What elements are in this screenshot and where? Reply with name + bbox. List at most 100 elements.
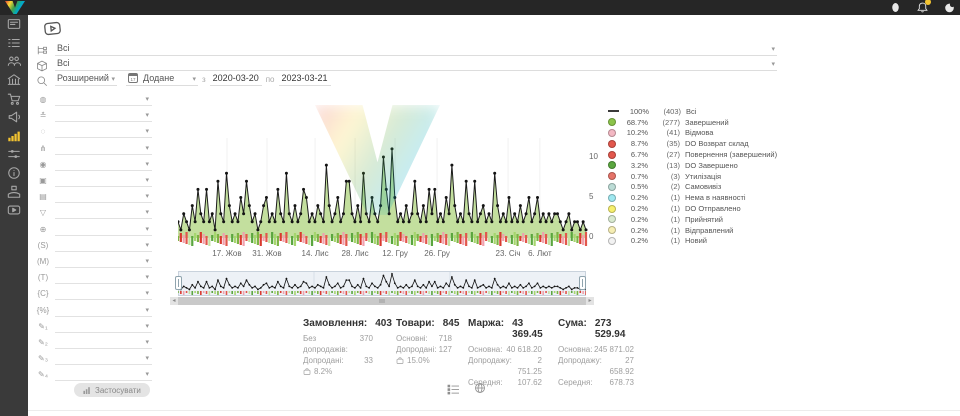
filter-row-s-param: (S) ▾ [36,237,152,252]
fingerprint-select[interactable]: ▾ [55,161,152,171]
date-field-select[interactable]: 17 Додане ▾ [126,73,198,86]
video-tutorial-button[interactable] [43,21,61,36]
stat-subrow: 8.2% [303,366,373,377]
search-icon[interactable] [36,74,48,86]
stat-sublabel: Допродані: [303,356,344,365]
sidebar-item-orders[interactable] [0,34,28,53]
legend-item[interactable]: 8.7% (35) DO Возврат склад [608,138,777,149]
stat-subrow: Допродажу: 27 658.92 [558,355,634,377]
pencil-1-icon: ✎₁ [38,321,48,331]
scroll-right-icon[interactable]: ▸ [588,298,592,304]
stat-subvalue: 40 618.20 [506,345,542,354]
date-from-input[interactable]: 2020-03-20 [209,73,262,86]
stat-subrow: Без допродажів: 370 [303,333,373,355]
stat-subrow: Основна: 40 618.20 [468,344,542,355]
divider [0,410,960,411]
legend-item[interactable]: 6.7% (27) Повернення (завершений) [608,149,777,160]
filter-row-search: Розширений ▾ 17 Додане ▾ з 2020-03-20 по… [36,73,331,86]
filter-row-pencil-2: ✎₂ ▾ [36,334,152,349]
sidebar-item-dashboard[interactable] [0,15,28,34]
sidebar-item-marketing[interactable] [0,108,28,127]
legend-item[interactable]: 10.2% (41) Відмова [608,128,777,139]
dashboard-icon [7,19,21,30]
network-select[interactable]: ▾ [55,145,152,155]
t-param-select[interactable]: ▾ [55,274,152,285]
sidebar-item-warehouse[interactable] [0,71,28,90]
layers-select[interactable]: ▾ [55,112,152,123]
legend-percent: 0.2% [630,214,648,224]
stat-value: 403 [375,318,392,329]
chart-navigator[interactable] [178,271,586,296]
circle-select[interactable]: ▾ [55,128,152,139]
stat-subvalue: 8.2% [314,367,333,376]
legend-item[interactable]: 3.2% (13) DO Завершено [608,160,777,171]
legend-item[interactable]: 0.2% (1) Відправлений [608,225,777,236]
profile-icon[interactable] [889,1,902,14]
percent-param-select[interactable]: ▾ [55,307,152,317]
to-label: по [265,75,275,84]
marketing-icon [8,111,20,123]
pencil-1-select[interactable]: ▾ [55,323,152,333]
app-logo[interactable] [5,1,25,14]
stat-subrow: Основна: 245 871.02 [558,344,634,355]
globe-select[interactable]: ▾ [55,96,152,106]
theme-icon[interactable] [943,1,956,14]
sidebar-item-services[interactable] [0,182,28,201]
stat-subvalue: 33 [364,356,373,365]
legend-item[interactable]: 0.2% (1) Прийнятий [608,214,777,225]
from-label: з [202,75,206,84]
x-tick-label: 17. Жов [212,249,242,258]
notifications-icon[interactable] [916,0,931,14]
search-mode-select[interactable]: Розширений ▾ [55,73,117,86]
navigator-right-handle[interactable] [579,276,586,290]
legend-count: (1) [670,236,680,246]
legend-item[interactable]: 0.2% (1) Новий [608,236,777,247]
product-select[interactable]: Всі ▾ [55,58,777,71]
m-param-select[interactable]: ▾ [55,258,152,268]
apply-button[interactable]: Застосувати [74,383,150,397]
sidebar-item-integrations[interactable] [0,145,28,164]
s-param-select[interactable]: ▾ [55,242,152,252]
stat-sublabel: Без допродажів: [303,334,348,354]
funnel-select[interactable]: ▾ [55,209,152,220]
list-view-icon[interactable] [447,383,460,395]
sidebar-item-cart[interactable] [0,89,28,108]
search-mode-value: Розширений [57,73,109,83]
legend-item[interactable]: 100% (403) Всі [608,106,777,117]
sidebar-item-video[interactable] [0,201,28,220]
source-select[interactable]: Всі ▾ [55,43,777,56]
legend-item[interactable]: 0.5% (2) Самовивіз [608,182,777,193]
info-icon [8,167,20,179]
sidebar-item-clients[interactable] [0,52,28,71]
scroll-left-icon[interactable]: ◂ [172,298,176,304]
sidebar-item-info[interactable] [0,164,28,183]
m-param-icon: (M) [37,257,49,266]
chart-scrollbar[interactable]: ◂ ▸ [170,297,594,305]
stat-value: 845 [442,318,460,329]
legend-item[interactable]: 0.2% (1) Нема в наявності [608,192,777,203]
stat-sublabel: Середня: [558,378,593,387]
pencil-4-icon: ✎₄ [38,370,48,380]
legend-dot-swatch [608,193,616,202]
filter-row-product: Всі ▾ [36,58,777,72]
bag-icon [396,357,404,364]
scrollbar-thumb[interactable] [178,297,586,305]
web-select[interactable]: ▾ [55,226,152,236]
main-chart[interactable] [178,98,588,248]
legend-item[interactable]: 68.7% (277) Завершений [608,117,777,128]
calendar-icon: 17 [128,73,138,83]
legend-item[interactable]: 0.2% (1) DO Отправлено [608,203,777,214]
pencil-3-select[interactable]: ▾ [55,355,152,366]
c-param-select[interactable]: ▾ [55,290,152,301]
legend-item[interactable]: 0.7% (3) Утилізація [608,171,777,182]
pencil-4-select[interactable]: ▾ [55,371,152,382]
sidebar-item-analytics[interactable] [0,127,28,146]
cube-select[interactable]: ▾ [55,177,152,187]
legend-count: (403) [663,106,681,116]
date-to-input[interactable]: 2023-03-21 [278,73,331,86]
pencil-2-select[interactable]: ▾ [55,339,152,349]
navigator-left-handle[interactable] [175,276,182,290]
banknote-select[interactable]: ▾ [55,193,152,204]
globe-icon[interactable] [474,382,486,394]
chevron-down-icon: ▾ [145,128,149,136]
